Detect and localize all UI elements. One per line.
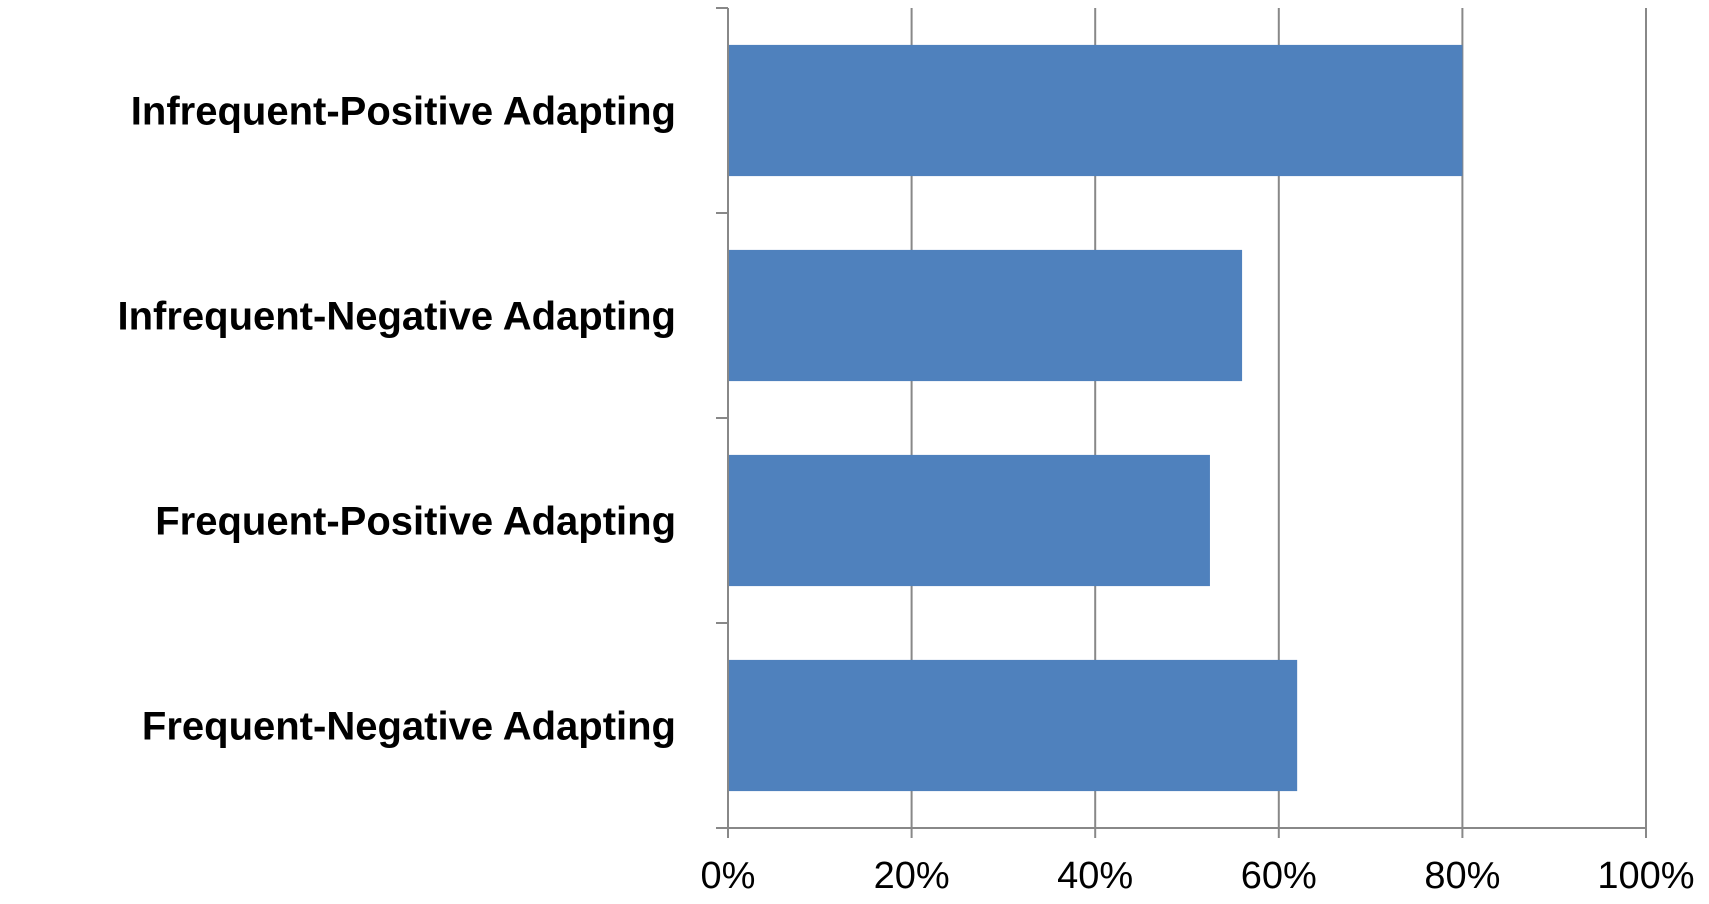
bar bbox=[728, 44, 1463, 177]
x-tick-label: 80% bbox=[1424, 855, 1500, 897]
category-label: Infrequent-Positive Adapting bbox=[131, 90, 676, 134]
category-label: Frequent-Positive Adapting bbox=[155, 500, 676, 544]
x-tick-label: 40% bbox=[1057, 855, 1133, 897]
category-label: Infrequent-Negative Adapting bbox=[117, 295, 676, 339]
category-labels: Infrequent-Positive Adapting Infrequent-N… bbox=[117, 90, 676, 749]
x-tick-label: 20% bbox=[874, 855, 950, 897]
bar bbox=[728, 659, 1298, 792]
category-label: Frequent-Negative Adapting bbox=[142, 705, 676, 749]
bar bbox=[728, 249, 1243, 382]
x-tick-label: 60% bbox=[1241, 855, 1317, 897]
x-tick-label: 0% bbox=[701, 855, 756, 897]
axes bbox=[716, 7, 1647, 838]
x-tick-label: 100% bbox=[1597, 855, 1694, 897]
x-tick-labels: 0% 20% 40% 60% 80% 100% bbox=[701, 855, 1695, 897]
bar bbox=[728, 454, 1210, 587]
bars bbox=[728, 44, 1463, 792]
